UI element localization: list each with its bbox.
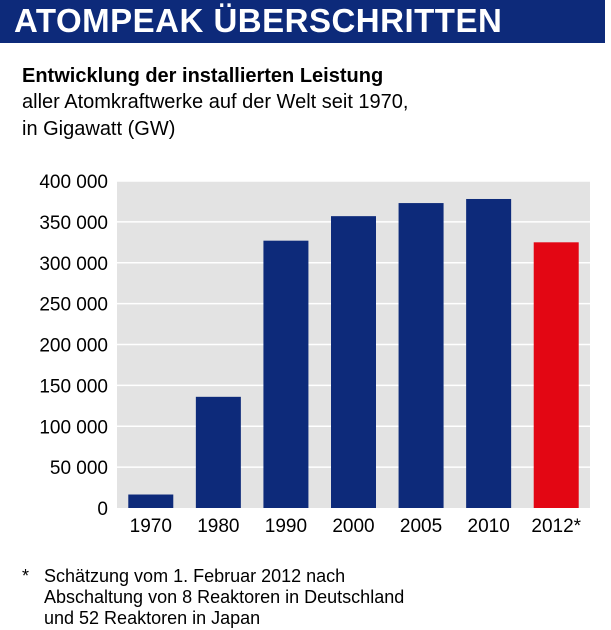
x-tick-label: 2010 [468, 516, 510, 537]
banner-title: ATOMPEAK ÜBERSCHRITTEN [14, 2, 503, 39]
y-tick-label: 400 000 [39, 172, 108, 193]
subtitle-line-2: in Gigawatt (GW) [22, 118, 176, 140]
bar [533, 242, 579, 508]
bar [466, 198, 512, 509]
x-tick-label: 2000 [332, 516, 374, 537]
bar [398, 203, 444, 508]
bar [331, 216, 376, 508]
bar [128, 494, 174, 508]
x-tick-label: 1970 [130, 516, 172, 537]
footnote-line-1: * Schätzung vom 1. Februar 2012 nach [22, 566, 602, 587]
y-tick-label: 250 000 [39, 295, 108, 316]
y-tick-label: 300 000 [39, 254, 108, 275]
y-tick-label: 0 [97, 499, 108, 520]
bar [263, 240, 309, 509]
title-banner-background [0, 0, 605, 43]
subtitle-line-1: aller Atomkraftwerke auf der Welt seit 1… [22, 91, 409, 113]
bar [195, 396, 241, 508]
y-tick-label: 100 000 [39, 417, 108, 438]
title-banner: ATOMPEAK ÜBERSCHRITTEN [0, 0, 611, 43]
x-tick-label: 1980 [197, 516, 239, 537]
y-tick-label: 150 000 [39, 376, 108, 397]
x-tick-label: 2005 [400, 516, 442, 537]
chart-subtitle: Entwicklung der installierten Leistung a… [22, 63, 602, 143]
x-tick-label: 2012* [531, 516, 581, 537]
footnote-text-1: Schätzung vom 1. Februar 2012 nach [44, 566, 346, 586]
footnote: * Schätzung vom 1. Februar 2012 nach Abs… [22, 566, 602, 629]
subtitle-heading: Entwicklung der installierten Leistung [22, 65, 384, 87]
footnote-star: * [22, 566, 30, 586]
footnote-line-2: Abschaltung von 8 Reaktoren in Deutschla… [44, 587, 405, 607]
x-tick-label: 1990 [265, 516, 307, 537]
footnote-line-3: und 52 Reaktoren in Japan [44, 608, 261, 628]
y-tick-label: 50 000 [50, 458, 108, 479]
y-tick-label: 350 000 [39, 213, 108, 234]
y-tick-label: 200 000 [39, 336, 108, 357]
